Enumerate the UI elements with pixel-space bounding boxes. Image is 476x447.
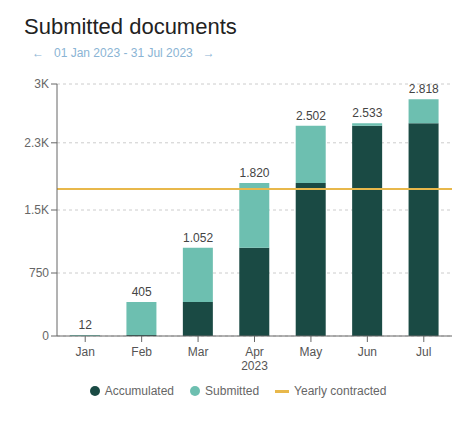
svg-text:Feb: Feb [131, 345, 152, 359]
svg-text:1.820: 1.820 [239, 166, 269, 180]
svg-text:Jan: Jan [76, 345, 95, 359]
svg-text:12: 12 [79, 318, 93, 332]
svg-text:750: 750 [29, 266, 49, 280]
svg-text:1.5K: 1.5K [24, 203, 49, 217]
html-text:Submitted documents: Submitted documents [24, 14, 237, 39]
svg-text:3K: 3K [34, 77, 49, 91]
html-text:Yearly contracted: Yearly contracted [294, 384, 387, 398]
svg-text:2.502: 2.502 [296, 109, 326, 123]
html-text:← 01 Jan 2023 - 31 Jul 2023 →: ← 01 Jan 2023 - 31 Jul 2023 → [32, 46, 215, 60]
svg-text:May: May [300, 345, 323, 359]
svg-text:2.3K: 2.3K [24, 136, 49, 150]
svg-text:Apr2023: Apr2023 [241, 345, 268, 373]
html-text:Accumulated: Accumulated [104, 384, 174, 398]
svg-text:2.818: 2.818 [409, 82, 439, 96]
svg-text:0: 0 [42, 329, 49, 343]
html-text:Submitted: Submitted [205, 384, 260, 398]
svg-text:Jul: Jul [416, 345, 431, 359]
svg-text:2.533: 2.533 [352, 106, 382, 120]
svg-text:1.052: 1.052 [183, 231, 213, 245]
svg-text:405: 405 [132, 285, 152, 299]
svg-text:Jun: Jun [358, 345, 377, 359]
svg-text:Mar: Mar [188, 345, 209, 359]
